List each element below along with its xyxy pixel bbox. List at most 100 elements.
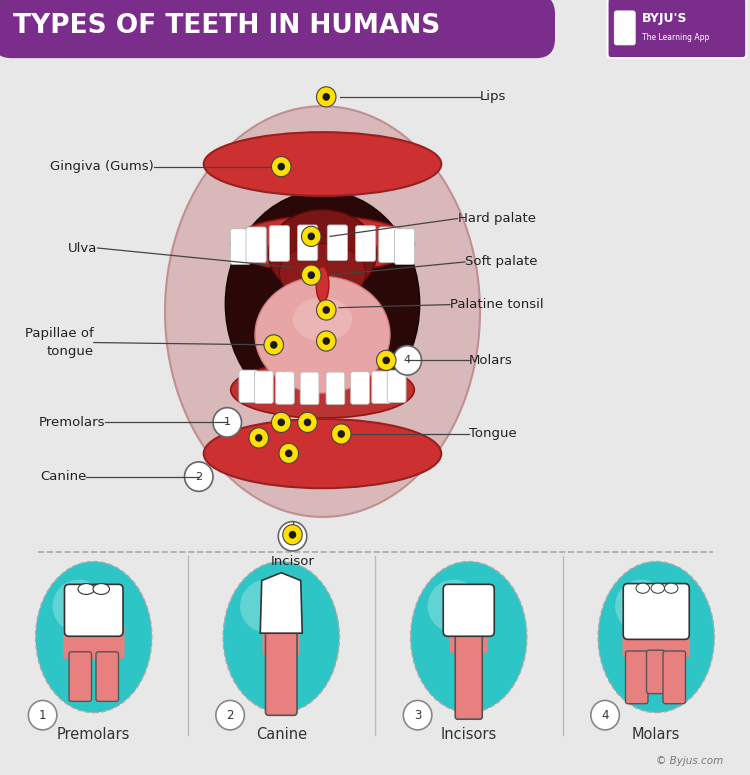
Circle shape [338, 430, 345, 438]
Text: 1: 1 [39, 708, 46, 722]
Circle shape [304, 418, 311, 426]
Text: 4: 4 [602, 708, 609, 722]
FancyBboxPatch shape [246, 227, 266, 263]
Circle shape [285, 449, 292, 457]
Circle shape [376, 350, 396, 370]
FancyBboxPatch shape [356, 226, 376, 261]
FancyBboxPatch shape [327, 225, 347, 260]
Circle shape [249, 428, 268, 448]
FancyBboxPatch shape [646, 650, 664, 694]
Text: 3: 3 [414, 708, 422, 722]
Circle shape [382, 356, 390, 364]
FancyBboxPatch shape [663, 651, 686, 704]
Circle shape [272, 412, 291, 432]
Circle shape [404, 701, 432, 730]
FancyBboxPatch shape [298, 225, 318, 260]
Text: TYPES OF TEETH IN HUMANS: TYPES OF TEETH IN HUMANS [13, 12, 441, 39]
Circle shape [332, 424, 351, 444]
Circle shape [279, 443, 298, 463]
Text: Canine: Canine [256, 727, 307, 742]
Ellipse shape [651, 583, 664, 594]
Text: Molars: Molars [632, 727, 680, 742]
Text: Palatine tonsil: Palatine tonsil [450, 298, 544, 311]
FancyBboxPatch shape [300, 372, 319, 405]
Circle shape [322, 306, 330, 314]
FancyBboxPatch shape [69, 652, 92, 701]
Circle shape [270, 341, 278, 349]
Text: Tongue: Tongue [469, 428, 517, 440]
FancyBboxPatch shape [387, 370, 406, 402]
Ellipse shape [255, 277, 390, 393]
Circle shape [302, 265, 321, 285]
Text: 2: 2 [226, 708, 234, 722]
Circle shape [278, 163, 285, 170]
Text: Premolars: Premolars [57, 727, 130, 742]
Text: 2: 2 [195, 472, 202, 481]
Circle shape [255, 434, 262, 442]
FancyBboxPatch shape [269, 226, 290, 261]
FancyBboxPatch shape [239, 370, 258, 402]
Text: 3: 3 [289, 532, 296, 541]
Ellipse shape [78, 584, 94, 594]
Text: Incisors: Incisors [441, 727, 497, 742]
Text: Hard palate: Hard palate [458, 212, 536, 225]
FancyBboxPatch shape [394, 229, 415, 264]
FancyBboxPatch shape [608, 0, 746, 58]
Circle shape [302, 226, 321, 246]
Circle shape [283, 525, 302, 545]
Ellipse shape [231, 216, 414, 272]
Text: The Learning App: The Learning App [642, 33, 710, 42]
Text: Ulva: Ulva [68, 242, 98, 254]
Text: tongue: tongue [46, 346, 94, 358]
Circle shape [316, 331, 336, 351]
Circle shape [278, 418, 285, 426]
Text: 4: 4 [404, 356, 411, 365]
Ellipse shape [36, 561, 152, 713]
Circle shape [28, 701, 57, 730]
Circle shape [184, 462, 213, 491]
Text: Lips: Lips [480, 91, 506, 103]
Text: Canine: Canine [40, 470, 86, 483]
FancyBboxPatch shape [351, 372, 370, 405]
Ellipse shape [636, 583, 650, 594]
Ellipse shape [316, 267, 328, 302]
Ellipse shape [224, 561, 339, 713]
Ellipse shape [411, 561, 526, 713]
FancyBboxPatch shape [379, 227, 399, 263]
Text: BYJU'S: BYJU'S [642, 12, 688, 25]
Ellipse shape [53, 580, 105, 632]
Text: © Byjus.com: © Byjus.com [656, 756, 724, 766]
FancyBboxPatch shape [450, 627, 488, 653]
Circle shape [278, 522, 307, 551]
FancyBboxPatch shape [230, 229, 251, 264]
Ellipse shape [240, 580, 292, 632]
Circle shape [316, 300, 336, 320]
Circle shape [322, 337, 330, 345]
Text: Premolars: Premolars [38, 416, 105, 429]
Ellipse shape [231, 362, 414, 418]
Ellipse shape [165, 106, 480, 517]
FancyBboxPatch shape [626, 651, 648, 704]
Circle shape [308, 271, 315, 279]
Ellipse shape [664, 583, 678, 594]
Ellipse shape [279, 243, 366, 302]
FancyBboxPatch shape [0, 0, 555, 58]
FancyBboxPatch shape [372, 371, 391, 404]
Ellipse shape [615, 580, 668, 632]
Ellipse shape [598, 561, 714, 713]
Circle shape [316, 87, 336, 107]
Circle shape [289, 531, 296, 539]
FancyBboxPatch shape [623, 584, 689, 639]
Text: Molars: Molars [469, 354, 512, 367]
Text: Papillae of: Papillae of [25, 327, 94, 339]
FancyBboxPatch shape [266, 628, 297, 715]
FancyBboxPatch shape [275, 372, 294, 405]
Ellipse shape [427, 580, 480, 632]
FancyBboxPatch shape [326, 372, 345, 405]
Text: Incisor: Incisor [271, 556, 314, 568]
FancyBboxPatch shape [64, 584, 123, 636]
Ellipse shape [204, 133, 441, 196]
Text: Gingiva (Gums): Gingiva (Gums) [50, 160, 154, 173]
FancyBboxPatch shape [254, 371, 273, 404]
Polygon shape [260, 573, 302, 633]
